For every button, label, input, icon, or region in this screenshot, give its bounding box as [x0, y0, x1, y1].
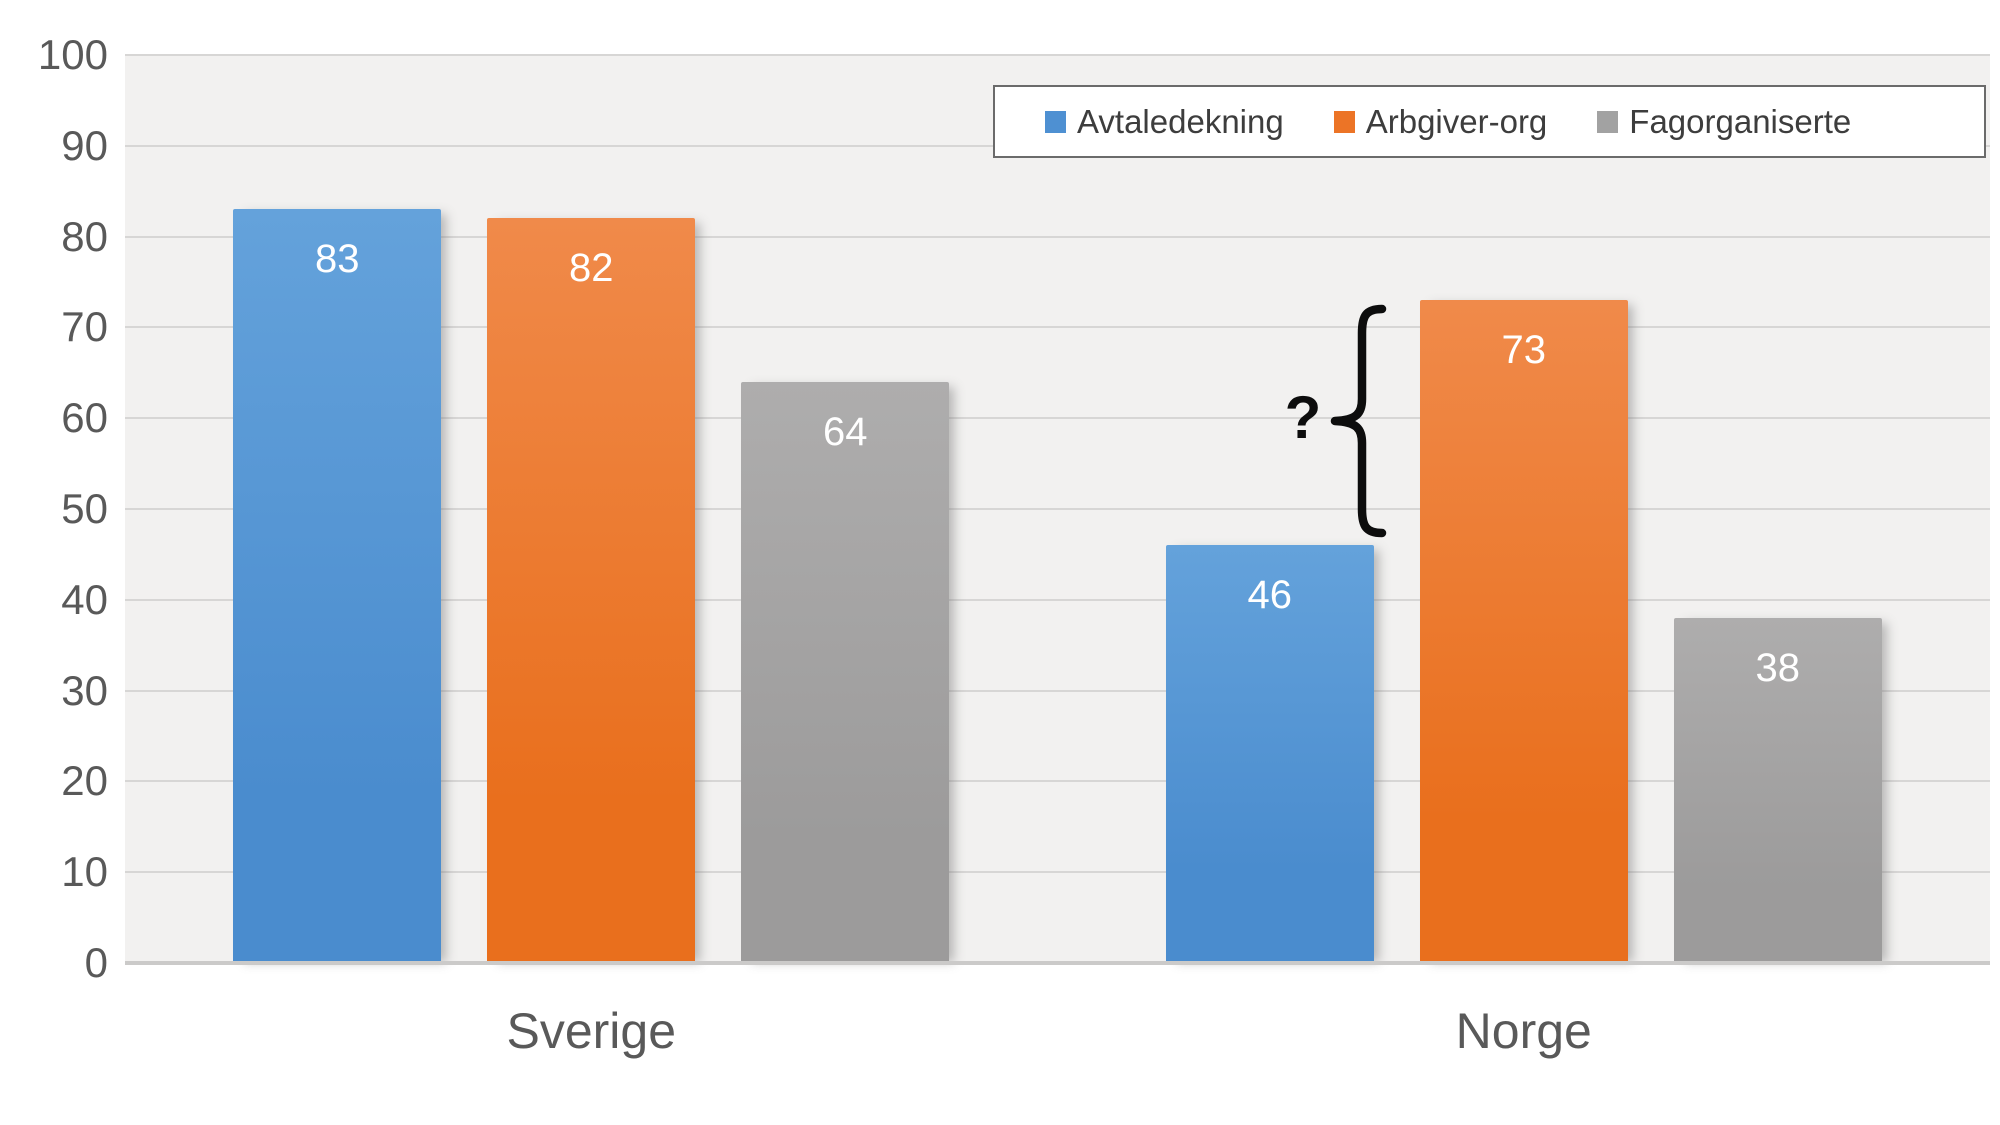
bar-sverige-fagorganiserte: 64 [741, 381, 950, 963]
legend-label: Arbgiver-org [1365, 102, 1548, 140]
y-tick-label-80: 80 [61, 212, 108, 260]
bar-norge-arbgiver-org: 73 [1419, 300, 1628, 963]
gridline-70 [125, 326, 1990, 329]
question-mark-annotation: ? [1284, 384, 1322, 451]
plot-area: 83 82 64 46 73 38 [125, 54, 1990, 965]
gridline-30 [125, 689, 1990, 692]
gridline-60 [125, 417, 1990, 420]
legend: Avtaledekning Arbgiver-org Fagorganiserte [993, 85, 1986, 158]
y-tick-label-100: 100 [37, 31, 108, 78]
bar-norge-avtaledekning: 46 [1165, 545, 1374, 963]
gridline-50 [125, 508, 1990, 510]
legend-swatch-icon [1045, 110, 1066, 133]
gridline-10 [125, 871, 1990, 874]
y-tick-label-60: 60 [61, 394, 108, 442]
category-label-norge: Norge [1455, 1003, 1592, 1059]
bar-sverige-arbgiver-org: 82 [487, 218, 696, 963]
bar-value-label: 46 [1247, 573, 1293, 618]
legend-label: Avtaledekning [1077, 102, 1284, 140]
y-axis: 0 10 20 30 40 50 60 70 80 90 100 [0, 31, 108, 986]
y-tick-label-40: 40 [61, 575, 108, 623]
y-tick-label-0: 0 [84, 939, 108, 986]
legend-swatch-icon [1597, 110, 1619, 133]
bar-value-label: 83 [315, 237, 360, 282]
gridline-20 [125, 780, 1990, 783]
y-tick-label-70: 70 [61, 303, 108, 351]
legend-swatch-icon [1333, 110, 1355, 133]
bar-value-label: 38 [1755, 645, 1801, 690]
bar-value-label: 73 [1501, 328, 1547, 373]
bar-value-label: 64 [823, 409, 868, 454]
y-tick-label-30: 30 [61, 666, 108, 714]
gridline-40 [125, 598, 1990, 601]
gridline-100 [125, 54, 1990, 56]
legend-item-fagorganiserte: Fagorganiserte [1597, 103, 1851, 141]
legend-label: Fagorganiserte [1629, 102, 1852, 140]
legend-item-avtaledekning: Avtaledekning [1045, 103, 1284, 141]
bar-value-label: 82 [569, 246, 614, 291]
bar-norge-fagorganiserte: 38 [1673, 617, 1882, 963]
x-axis-line [125, 961, 1990, 965]
y-tick-label-50: 50 [61, 485, 108, 532]
bar-sverige-avtaledekning: 83 [233, 209, 442, 963]
y-tick-label-10: 10 [61, 848, 108, 896]
category-label-sverige: Sverige [506, 1003, 677, 1059]
legend-item-arbgiver-org: Arbgiver-org [1333, 102, 1548, 141]
gridline-80 [125, 235, 1990, 238]
curly-brace-annotation [1330, 304, 1387, 538]
y-tick-label-20: 20 [61, 757, 108, 805]
y-tick-label-90: 90 [61, 121, 108, 169]
